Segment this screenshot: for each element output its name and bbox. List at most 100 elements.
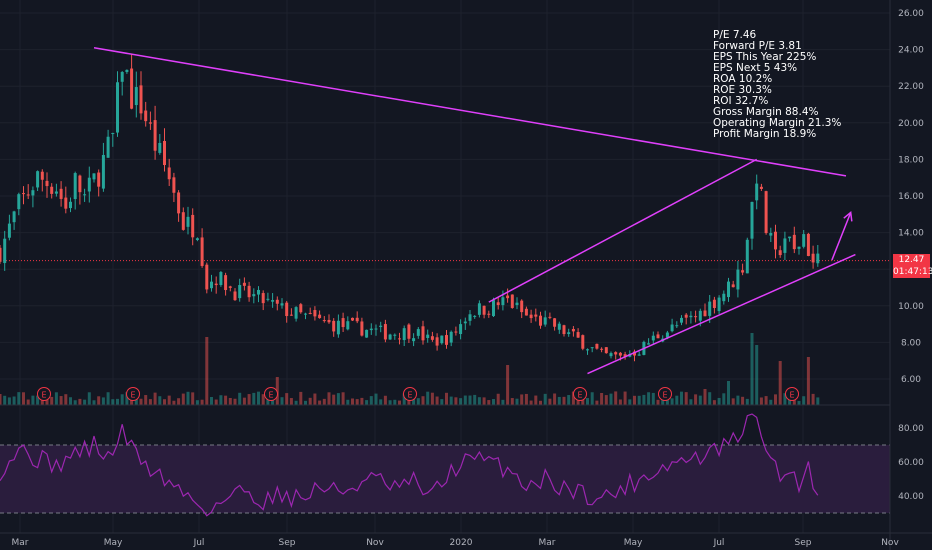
- volume-bar: [755, 345, 759, 405]
- candle: [745, 239, 749, 274]
- candle: [252, 294, 256, 297]
- candle: [144, 110, 148, 122]
- volume-bar: [543, 393, 547, 405]
- volume-bar: [139, 398, 143, 405]
- stat-line: ROA 10.2%: [713, 73, 773, 85]
- volume-bar: [459, 398, 463, 405]
- volume-bar: [120, 394, 124, 405]
- trendlines[interactable]: [93, 47, 856, 375]
- candle: [487, 313, 491, 315]
- volume-bar: [388, 400, 392, 405]
- time-tick-label: Jul: [193, 538, 205, 548]
- trendline[interactable]: [587, 253, 856, 375]
- candle: [125, 69, 129, 73]
- volume-bar: [280, 397, 284, 405]
- volume-bar: [811, 393, 815, 405]
- candle: [134, 87, 138, 106]
- volume-bar: [31, 395, 35, 405]
- volume-bar: [628, 399, 632, 405]
- earnings-marker[interactable]: E: [785, 387, 799, 401]
- earnings-marker[interactable]: E: [573, 387, 587, 401]
- candle: [59, 188, 63, 199]
- candle: [449, 331, 453, 343]
- earnings-marker[interactable]: E: [658, 387, 672, 401]
- volume-bar: [289, 398, 293, 405]
- volume-bar: [383, 395, 387, 405]
- stat-line: Operating Margin 21.3%: [713, 117, 842, 129]
- volume-bar: [510, 398, 514, 405]
- volume-bar: [134, 396, 138, 405]
- earnings-marker[interactable]: E: [126, 387, 140, 401]
- stat-line: ROE 30.3%: [713, 84, 772, 96]
- candle: [111, 133, 115, 135]
- trendline[interactable]: [488, 158, 758, 303]
- candle: [172, 177, 176, 193]
- candle: [299, 304, 303, 313]
- price-tick-label: 18.00: [898, 155, 924, 165]
- volume-bar: [661, 398, 665, 405]
- last-price-badge: 12.47: [893, 254, 930, 266]
- time-tick-label: May: [624, 538, 643, 548]
- volume-bar: [341, 392, 345, 405]
- volume-bar: [22, 392, 25, 405]
- volume-bar: [745, 398, 749, 405]
- volume-bar: [595, 400, 599, 405]
- time-axis[interactable]: Mar May Jul Sep Nov 2020 Mar May Jul Sep Nov: [12, 538, 900, 548]
- volume-bar: [614, 391, 618, 405]
- volume-bar: [571, 391, 575, 405]
- volume-bar: [54, 392, 58, 405]
- candle: [332, 320, 336, 332]
- candle: [586, 349, 589, 351]
- projection-arrow-head[interactable]: [843, 211, 853, 222]
- rsi-axis[interactable]: 80.00 60.00 40.00: [898, 424, 924, 502]
- candle: [36, 171, 40, 188]
- earnings-marker-label: E: [130, 391, 135, 400]
- candle: [294, 307, 298, 319]
- candle: [106, 136, 110, 158]
- volume-bar: [3, 395, 7, 405]
- volume-bar: [774, 394, 777, 405]
- candle: [703, 310, 707, 317]
- volume-bar: [172, 400, 176, 405]
- earnings-marker-ring: [573, 387, 587, 401]
- earnings-marker-ring: [37, 387, 51, 401]
- candle: [275, 299, 279, 304]
- projection-arrow[interactable]: [831, 212, 852, 261]
- candle: [698, 310, 702, 321]
- volume-bar: [294, 400, 298, 405]
- volume-bar: [426, 391, 430, 405]
- volume-bar: [111, 399, 115, 405]
- volume-bar: [322, 398, 326, 405]
- volume-bar: [186, 391, 190, 405]
- candle: [214, 283, 218, 286]
- volume-bar: [416, 398, 420, 405]
- volume-bar: [398, 400, 401, 405]
- candle: [87, 177, 91, 192]
- volume-bar: [633, 395, 636, 405]
- candle: [445, 335, 448, 345]
- volume-bar: [210, 397, 213, 405]
- candle: [731, 284, 735, 288]
- earnings-marker[interactable]: E: [37, 387, 51, 401]
- volume-bar: [360, 397, 364, 405]
- volume-bar: [506, 365, 510, 405]
- candle: [430, 336, 434, 340]
- candle: [365, 329, 369, 338]
- volume-bar: [200, 399, 204, 405]
- candle: [177, 192, 181, 214]
- candle: [97, 172, 101, 187]
- volume-bar: [647, 392, 651, 405]
- candle: [769, 232, 773, 236]
- candle: [0, 247, 2, 262]
- earnings-marker[interactable]: E: [403, 387, 417, 401]
- trendline[interactable]: [93, 47, 847, 177]
- volume-bar: [78, 398, 82, 405]
- volume-bar: [219, 395, 223, 405]
- earnings-marker[interactable]: E: [264, 387, 278, 401]
- candle: [186, 216, 190, 227]
- candle: [280, 303, 284, 306]
- candle: [383, 324, 387, 340]
- price-tick-label: 14.00: [898, 229, 924, 239]
